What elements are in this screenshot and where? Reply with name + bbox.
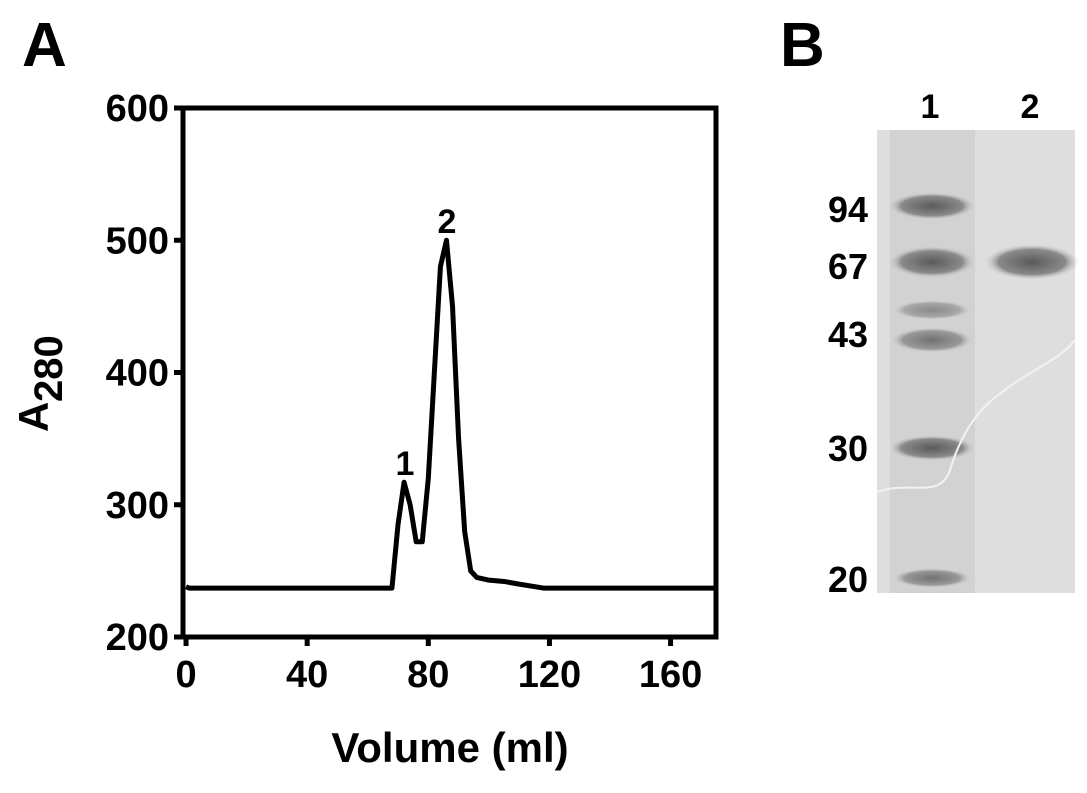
x-axis-title: Volume (ml) — [331, 724, 568, 771]
gel — [876, 130, 1080, 593]
annotation: 1 — [396, 445, 415, 483]
x-tick-label: 40 — [286, 654, 328, 696]
y-tick-label: 200 — [106, 617, 169, 659]
gel-artifact — [876, 339, 1076, 493]
y-axis-title-sub: 280 — [27, 335, 71, 402]
annotation: 2 — [438, 203, 457, 241]
marker-label: 20 — [828, 559, 868, 600]
gel-band — [984, 244, 1080, 280]
lane-label: 2 — [1021, 88, 1040, 126]
y-tick-label: 600 — [106, 88, 169, 130]
y-axis-title-main: A — [10, 402, 57, 432]
x-tick-label: 120 — [518, 654, 581, 696]
plot-area — [180, 105, 719, 640]
y-axis-title: A 280 — [10, 335, 71, 432]
gel-band — [892, 300, 972, 320]
y-tick-label: 500 — [106, 220, 169, 262]
lane-label: 1 — [921, 88, 940, 126]
gel-band — [892, 568, 972, 588]
x-tick-label: 0 — [175, 654, 196, 696]
gel-band — [888, 435, 976, 461]
panel-label: A — [22, 11, 67, 80]
marker-label: 94 — [828, 189, 868, 230]
gel-band — [888, 192, 976, 220]
marker-label: 67 — [828, 246, 868, 287]
panel-label: B — [780, 11, 825, 80]
y-tick-label: 400 — [106, 353, 169, 395]
marker-label: 30 — [828, 428, 868, 469]
gel-band — [890, 327, 974, 353]
y-tick-label: 300 — [106, 485, 169, 527]
x-tick-label: 160 — [639, 654, 702, 696]
gel-band — [888, 246, 976, 278]
marker-label: 43 — [828, 314, 868, 355]
axes-frame — [180, 105, 719, 640]
data-line — [185, 237, 716, 591]
x-tick-label: 80 — [407, 654, 449, 696]
